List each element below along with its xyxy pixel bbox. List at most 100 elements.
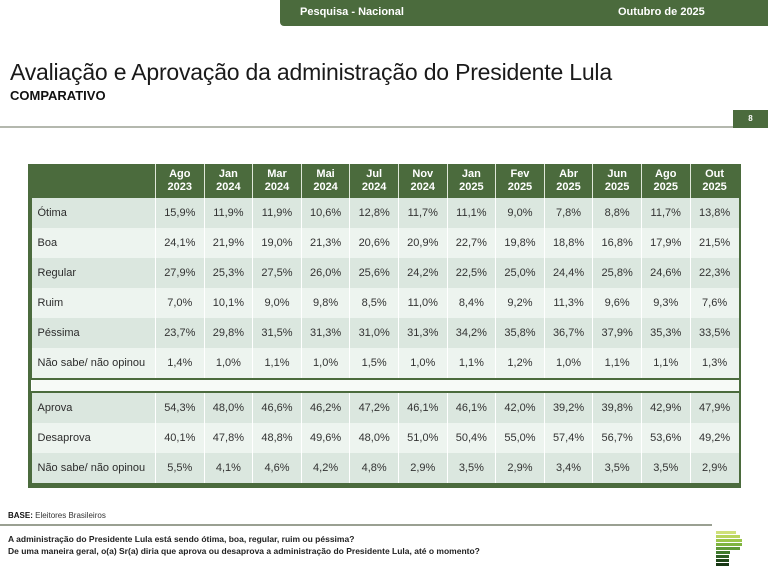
column-header: Nov 2024 xyxy=(397,164,448,198)
column-month: Mai xyxy=(316,168,335,180)
value-cell: 47,8% xyxy=(203,423,253,453)
value-cell: 2,9% xyxy=(397,453,448,483)
value-cell: 3,5% xyxy=(592,453,642,483)
value-cell: 12,8% xyxy=(349,198,399,228)
value-cell: 22,3% xyxy=(689,258,739,288)
question-evaluation: A administração do Presidente Lula está … xyxy=(8,534,355,544)
column-header: Abr 2025 xyxy=(543,164,593,198)
column-header: Ago 2023 xyxy=(155,164,205,198)
column-header: Mar 2024 xyxy=(252,164,302,198)
value-cell: 11,9% xyxy=(252,198,302,228)
value-cell: 1,0% xyxy=(397,348,448,379)
row-label: Aprova xyxy=(31,392,156,423)
value-cell: 15,9% xyxy=(155,198,205,228)
value-cell: 11,3% xyxy=(543,288,593,318)
value-cell: 16,8% xyxy=(592,228,642,258)
stacked-bars-logo-icon xyxy=(716,531,742,566)
survey-label: Pesquisa - Nacional xyxy=(300,6,404,18)
column-month: Nov xyxy=(412,168,434,180)
value-cell: 47,2% xyxy=(349,392,399,423)
evaluation-row: Regular 27,9% 25,3% 27,5% 26,0% 25,6% 24,2% 22,… xyxy=(31,258,739,288)
value-cell: 1,3% xyxy=(689,348,739,379)
value-cell: 21,9% xyxy=(203,228,253,258)
value-cell: 27,5% xyxy=(252,258,302,288)
column-year: 2025 xyxy=(507,181,533,193)
row-label: Péssima xyxy=(31,318,156,348)
value-cell: 10,6% xyxy=(300,198,350,228)
value-cell: 8,8% xyxy=(592,198,642,228)
value-cell: 46,1% xyxy=(446,392,496,423)
column-year: 2024 xyxy=(361,181,387,193)
column-year: 2024 xyxy=(313,181,338,193)
value-cell: 46,1% xyxy=(397,392,448,423)
value-cell: 4,8% xyxy=(349,453,399,483)
value-cell: 2,9% xyxy=(495,453,545,483)
base-value: Eleitores Brasileiros xyxy=(35,511,106,520)
column-header: Jun 2025 xyxy=(592,164,642,198)
value-cell: 50,4% xyxy=(446,423,496,453)
row-label: Regular xyxy=(31,258,156,288)
evaluation-row: Boa 24,1% 21,9% 19,0% 21,3% 20,6% 20,9% 22,7% 19… xyxy=(31,228,739,258)
evaluation-row: Ótima 15,9% 11,9% 11,9% 10,6% 12,8% 11,7% 11,1%… xyxy=(31,198,739,228)
value-cell: 10,1% xyxy=(203,288,253,318)
value-cell: 36,7% xyxy=(543,318,593,348)
value-cell: 11,7% xyxy=(397,198,448,228)
value-cell: 18,8% xyxy=(543,228,593,258)
column-year: 2025 xyxy=(556,181,581,193)
value-cell: 19,0% xyxy=(252,228,302,258)
header-divider xyxy=(0,126,733,128)
value-cell: 11,7% xyxy=(640,198,691,228)
value-cell: 2,9% xyxy=(689,453,739,483)
column-month: Jul xyxy=(366,168,383,180)
value-cell: 9,0% xyxy=(495,198,545,228)
table-header-row: Ago 2023 Jan 2024 Mar 2024 Mai 2024 Jul 2024 Nov 20… xyxy=(31,164,739,198)
value-cell: 35,8% xyxy=(495,318,545,348)
row-label: Ruim xyxy=(31,288,156,318)
value-cell: 1,1% xyxy=(446,348,496,379)
value-cell: 4,1% xyxy=(203,453,253,483)
evaluation-row: Ruim 7,0% 10,1% 9,0% 9,8% 8,5% 11,0% 8,4% 9,2% 11… xyxy=(31,288,739,318)
value-cell: 42,9% xyxy=(640,392,691,423)
value-cell: 7,8% xyxy=(543,198,593,228)
approval-row: Não sabe/ não opinou 5,5% 4,1% 4,6% 4,2% 4,8%… xyxy=(31,453,739,483)
value-cell: 23,7% xyxy=(155,318,205,348)
value-cell: 3,5% xyxy=(446,453,496,483)
value-cell: 3,5% xyxy=(640,453,691,483)
results-table: Ago 2023 Jan 2024 Mar 2024 Mai 2024 Jul 2024 Nov 20… xyxy=(30,164,739,483)
section-separator-cell xyxy=(30,378,739,393)
value-cell: 24,1% xyxy=(155,228,205,258)
column-month: Ago xyxy=(655,168,677,180)
value-cell: 33,5% xyxy=(689,318,739,348)
date-label: Outubro de 2025 xyxy=(618,6,705,18)
value-cell: 42,0% xyxy=(495,392,545,423)
value-cell: 25,0% xyxy=(495,258,545,288)
value-cell: 54,3% xyxy=(155,392,205,423)
page-title: Avaliação e Aprovação da administração d… xyxy=(10,59,612,85)
value-cell: 9,3% xyxy=(640,288,691,318)
column-year: 2024 xyxy=(410,181,435,193)
approval-row: Desaprova 40,1% 47,8% 48,8% 49,6% 48,0% 51,0% 5… xyxy=(31,423,739,453)
value-cell: 4,2% xyxy=(300,453,350,483)
value-cell: 1,0% xyxy=(300,348,350,379)
value-cell: 1,1% xyxy=(640,348,691,379)
column-month: Jan xyxy=(218,168,238,180)
column-month: Abr xyxy=(559,168,579,180)
value-cell: 49,6% xyxy=(300,423,350,453)
column-header: Jul 2024 xyxy=(349,164,399,198)
value-cell: 25,3% xyxy=(203,258,253,288)
value-cell: 40,1% xyxy=(155,423,205,453)
value-cell: 4,6% xyxy=(252,453,302,483)
value-cell: 46,2% xyxy=(300,392,350,423)
value-cell: 1,2% xyxy=(495,348,545,379)
value-cell: 34,2% xyxy=(446,318,496,348)
value-cell: 25,6% xyxy=(349,258,399,288)
value-cell: 48,0% xyxy=(349,423,399,453)
value-cell: 22,7% xyxy=(446,228,496,258)
value-cell: 27,9% xyxy=(155,258,205,288)
value-cell: 11,1% xyxy=(446,198,496,228)
value-cell: 8,4% xyxy=(446,288,496,318)
evaluation-row: Não sabe/ não opinou 1,4% 1,0% 1,1% 1,0% 1,5%… xyxy=(31,348,739,379)
value-cell: 46,6% xyxy=(252,392,302,423)
value-cell: 39,8% xyxy=(592,392,642,423)
column-header: Out 2025 xyxy=(689,164,739,198)
